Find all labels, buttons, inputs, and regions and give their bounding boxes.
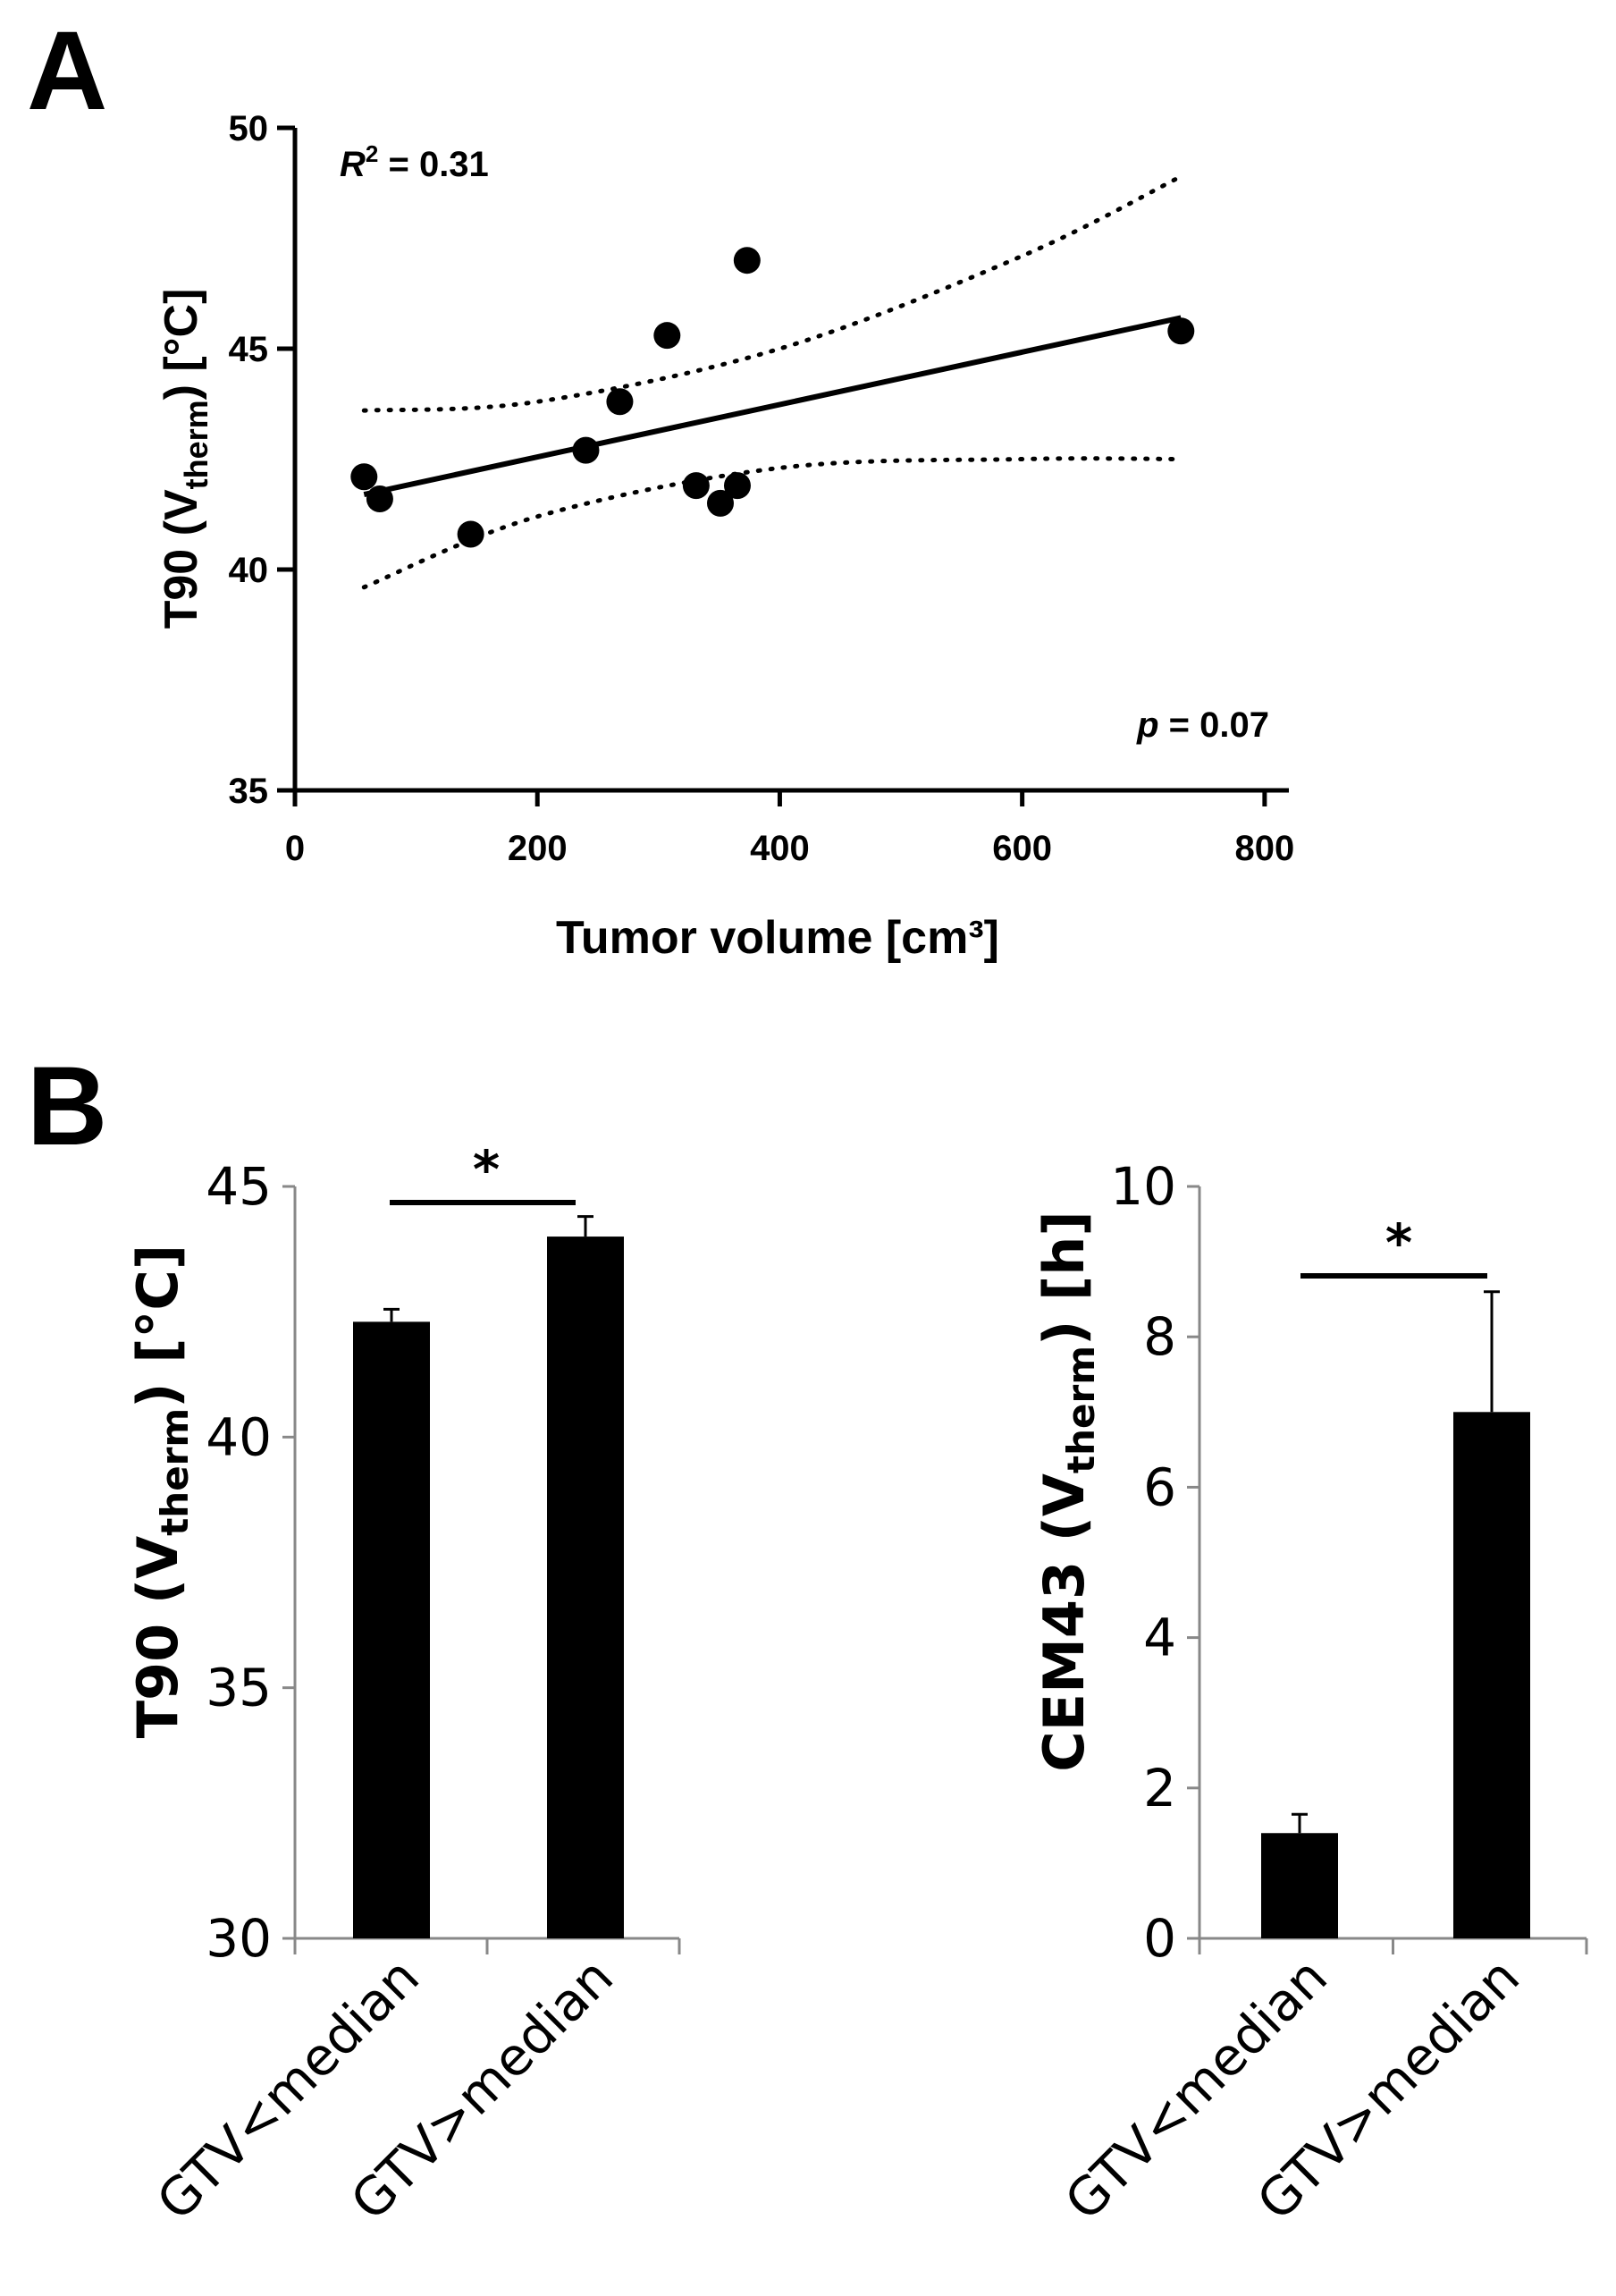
panel-a-x-tick-label: 200 <box>508 829 568 868</box>
panel-b-left-y-tick-label: 40 <box>206 1406 272 1467</box>
panel-b-left-y-axis-label: T90 (Vtherm) [°C] <box>125 1245 197 1739</box>
panel-a-data-point <box>706 489 734 517</box>
panel-a-x-tick-label: 400 <box>750 829 810 868</box>
r-squared-value: = 0.31 <box>378 145 488 184</box>
panel-a-x-tick-label: 600 <box>992 829 1052 868</box>
r-squared-annotation: R2 = 0.31 <box>340 140 489 184</box>
panel-a-data-point <box>606 388 634 416</box>
panel-a-confidence-bands <box>361 173 1183 590</box>
panel-b-left-significance-star: * <box>473 1139 500 1200</box>
panel-a-data-point <box>723 472 751 500</box>
panel-a-data-point <box>572 436 600 464</box>
panel-a-fit-line <box>363 315 1182 497</box>
panel-a-y-tick-label: 40 <box>229 551 269 590</box>
panel-a-regression-line <box>363 315 1182 497</box>
panel-b-left-bar <box>547 1237 624 1938</box>
panel-a-data-point <box>1167 317 1195 345</box>
panel-b-right-y-tick-label: 10 <box>1110 1156 1176 1217</box>
panel-a-data-point <box>682 472 710 500</box>
p-symbol: p <box>1136 705 1158 745</box>
panel-b-right-y-label-sub: therm <box>1059 1346 1103 1473</box>
panel-b-left-bars <box>353 1215 624 1938</box>
r-squared-superscript: 2 <box>366 140 378 167</box>
panel-a-data-point <box>457 520 484 548</box>
panel-a-x-axis-label: Tumor volume [cm³] <box>556 912 999 964</box>
panel-b-right-y-tick-label: 4 <box>1143 1608 1176 1668</box>
panel-b-left-y-label-tail: ) [°C] <box>125 1245 190 1408</box>
panel-b-right-bar <box>1453 1412 1530 1938</box>
panel-b-right-significance-star: * <box>1385 1212 1412 1273</box>
p-value-annotation: p = 0.07 <box>1136 705 1269 745</box>
panel-b-right-bars <box>1261 1290 1530 1938</box>
panel-a-ci-lower-line <box>361 456 1183 590</box>
panel-b-right-y-label-main: CEM43 (V <box>1031 1473 1097 1772</box>
panel-a-ci-upper-line <box>361 173 1183 413</box>
panel-a-y-label-main: T90 (V <box>156 489 207 629</box>
panel-b-left-y-tick-label: 30 <box>206 1908 272 1969</box>
panel-a-points <box>350 247 1195 548</box>
panel-b-left-y-label-sub: therm <box>153 1408 197 1536</box>
panel-b-left-y-tick-label: 45 <box>206 1156 272 1217</box>
panel-a-data-point <box>733 247 761 274</box>
panel-b-right-bar <box>1261 1833 1338 1938</box>
panel-a-y-tick-label: 35 <box>229 772 269 811</box>
panel-a-y-tick-label: 45 <box>229 330 269 369</box>
panel-a-y-label-tail: ) [°C] <box>156 289 207 401</box>
panel-a-y-tick-label: 50 <box>229 109 269 148</box>
panel-b-left-bar <box>353 1321 430 1938</box>
panel-a-label: A <box>27 9 107 133</box>
panel-a-data-point <box>350 463 378 491</box>
panel-a-data-point <box>366 485 393 512</box>
r-symbol: R <box>340 145 366 184</box>
panel-b-right-y-tick-label: 0 <box>1143 1908 1176 1969</box>
panel-b-left-y-label-main: T90 (V <box>125 1536 190 1738</box>
panel-b-right-y-tick-label: 8 <box>1143 1306 1176 1367</box>
p-value: = 0.07 <box>1159 705 1269 745</box>
panel-a-ticks: 0 200 400 600 800 35 40 45 50 <box>229 109 1295 868</box>
panel-b-left-y-tick-label: 35 <box>206 1658 272 1718</box>
panel-a-x-tick-label: 800 <box>1235 829 1295 868</box>
panel-a-y-axis-label: T90 (Vtherm) [°C] <box>156 289 215 629</box>
panel-b-right-y-tick-label: 2 <box>1143 1758 1176 1819</box>
panel-b-right-y-axis-label: CEM43 (Vtherm) [h] <box>1031 1211 1103 1771</box>
panel-b-right-y-tick-label: 6 <box>1143 1456 1176 1517</box>
panel-a-y-label-sub: therm <box>178 400 215 489</box>
panel-b-label: B <box>27 1044 107 1169</box>
panel-a-data-point <box>653 322 681 350</box>
panel-a-scatter-chart: 0 200 400 600 800 35 40 45 50 R2 = 0.31 p = 0.07… <box>156 109 1294 964</box>
panel-a-x-tick-label: 0 <box>285 829 305 868</box>
panel-b-right-y-label-tail: ) [h] <box>1031 1211 1097 1346</box>
